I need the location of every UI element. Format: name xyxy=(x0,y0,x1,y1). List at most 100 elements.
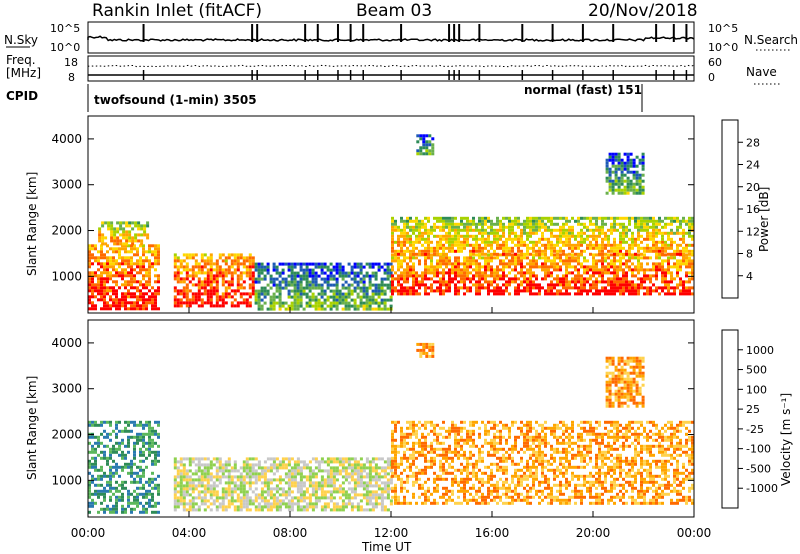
echo-cell xyxy=(409,292,412,296)
echo-cell xyxy=(109,486,112,490)
echo-cell xyxy=(284,301,288,305)
echo-cell xyxy=(109,510,112,514)
echo-cell xyxy=(305,286,309,290)
echo-cell xyxy=(628,222,631,226)
echo-cell xyxy=(371,265,375,269)
echo-cell xyxy=(649,286,652,290)
echo-cell xyxy=(424,286,427,290)
echo-cell xyxy=(634,289,637,293)
echo-cell xyxy=(326,277,330,281)
echo-cell xyxy=(448,231,451,235)
echo-cell xyxy=(400,477,403,481)
echo-cell xyxy=(574,256,577,260)
echo-cell xyxy=(394,495,397,499)
echo-cell xyxy=(377,268,381,272)
echo-cell xyxy=(598,289,601,293)
echo-cell xyxy=(611,179,615,183)
echo-cell xyxy=(347,499,351,503)
echo-cell xyxy=(601,256,604,260)
echo-cell xyxy=(251,499,255,503)
echo-cell xyxy=(218,460,222,464)
echo-cell xyxy=(106,304,109,308)
echo-cell xyxy=(623,188,627,192)
echo-cell xyxy=(610,280,613,284)
echo-cell xyxy=(109,277,112,281)
echo-cell xyxy=(439,280,442,284)
echo-cell xyxy=(91,447,94,451)
echo-cell xyxy=(661,252,664,256)
echo-cell xyxy=(463,292,466,296)
echo-cell xyxy=(338,487,342,491)
echo-cell xyxy=(553,216,556,220)
echo-cell xyxy=(139,298,142,302)
echo-cell xyxy=(236,493,240,497)
echo-cell xyxy=(374,478,378,482)
echo-cell xyxy=(454,249,457,253)
echo-cell xyxy=(427,268,430,272)
echo-cell xyxy=(626,161,630,165)
echo-cell xyxy=(637,216,640,220)
echo-cell xyxy=(154,268,157,272)
echo-cell xyxy=(194,508,198,512)
echo-cell xyxy=(553,283,556,287)
echo-cell xyxy=(487,240,490,244)
echo-cell xyxy=(227,502,231,506)
echo-cell xyxy=(691,252,694,256)
echo-cell xyxy=(115,498,118,502)
echo-cell xyxy=(305,265,309,269)
echo-cell xyxy=(383,262,387,266)
echo-cell xyxy=(130,429,133,433)
echo-cell xyxy=(454,231,457,235)
echo-cell xyxy=(359,286,363,290)
echo-cell xyxy=(118,265,121,269)
echo-cell xyxy=(254,298,258,302)
echo-cell xyxy=(445,234,448,238)
echo-cell xyxy=(206,283,210,287)
echo-cell xyxy=(505,289,508,293)
echo-cell xyxy=(611,191,615,195)
echo-cell xyxy=(293,472,297,476)
echo-cell xyxy=(415,271,418,275)
echo-cell xyxy=(514,234,517,238)
echo-cell xyxy=(103,271,106,275)
echo-cell xyxy=(206,271,210,275)
echo-cell xyxy=(182,292,186,296)
echo-cell xyxy=(556,243,559,247)
nave-tick-top: 60 xyxy=(708,56,722,69)
echo-cell xyxy=(643,253,646,257)
echo-cell xyxy=(148,259,151,263)
echo-cell xyxy=(646,277,649,281)
echo-cell xyxy=(218,265,222,269)
echo-cell xyxy=(502,234,505,238)
echo-cell xyxy=(586,268,589,272)
echo-cell xyxy=(688,216,691,220)
echo-cell xyxy=(649,280,652,284)
echo-cell xyxy=(529,225,532,229)
echo-cell xyxy=(622,246,625,250)
echo-cell xyxy=(305,295,309,299)
echo-cell xyxy=(559,277,562,281)
echo-cell xyxy=(281,490,285,494)
echo-cell xyxy=(514,274,517,278)
echo-cell xyxy=(424,252,427,256)
echo-cell xyxy=(649,289,652,293)
echo-cell xyxy=(592,231,595,235)
echo-cell xyxy=(359,478,363,482)
echo-cell xyxy=(100,456,103,460)
echo-cell xyxy=(499,219,502,223)
echo-cell xyxy=(484,252,487,256)
echo-cell xyxy=(571,259,574,263)
echo-cell xyxy=(100,250,103,254)
echo-cell xyxy=(130,474,133,478)
echo-cell xyxy=(257,478,261,482)
echo-cell xyxy=(430,265,433,269)
echo-cell xyxy=(227,463,231,467)
echo-cell xyxy=(641,158,645,162)
echo-cell xyxy=(88,259,91,263)
echo-cell xyxy=(391,289,394,293)
nave-tick-bottom: 0 xyxy=(708,71,715,84)
echo-cell xyxy=(400,216,403,220)
echo-cell xyxy=(685,231,688,235)
echo-cell xyxy=(320,286,324,290)
echo-cell xyxy=(209,487,213,491)
